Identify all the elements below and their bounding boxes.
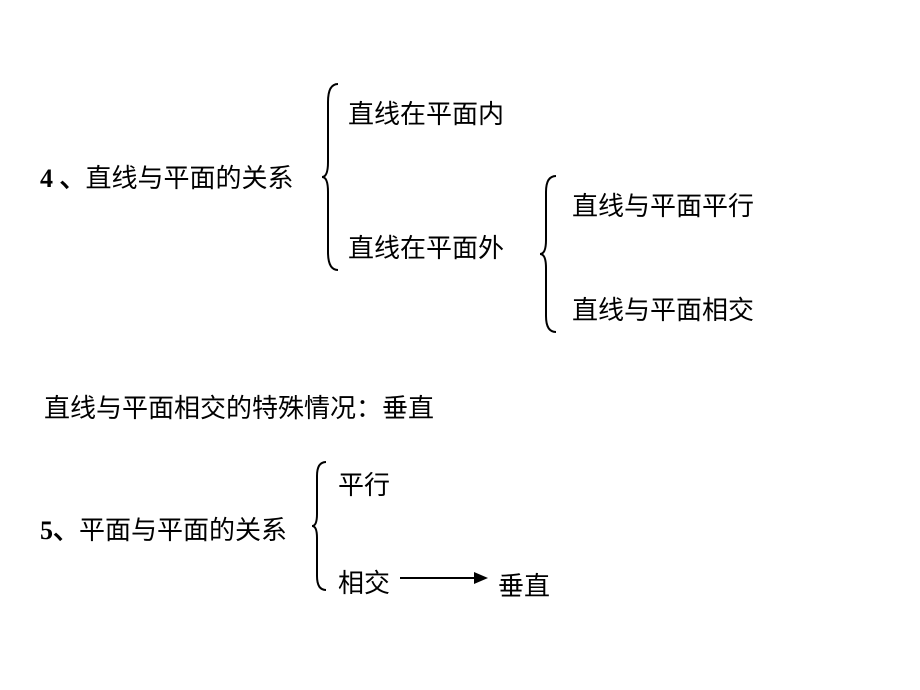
arrow-head-icon (474, 572, 488, 584)
sub-line-plane-intersect: 直线与平面相交 (572, 290, 754, 327)
plane-plane-perpendicular: 垂直 (498, 566, 550, 603)
sub-line-plane-parallel: 直线与平面平行 (572, 186, 754, 223)
plane-plane-intersect: 相交 (338, 563, 390, 600)
branch-line-inside: 直线在平面内 (348, 94, 504, 131)
section5-prefix: 5、 (40, 516, 79, 545)
section5-title: 5、平面与平面的关系 (40, 510, 287, 547)
section5-label: 平面与平面的关系 (79, 516, 287, 545)
section4-brace-sub (538, 174, 560, 334)
section4-title: 4 、直线与平面的关系 (40, 158, 294, 195)
section4-label: 直线与平面的关系 (86, 164, 294, 193)
section4-prefix: 4 、 (40, 164, 86, 193)
section5-brace (310, 460, 330, 592)
arrow-line (400, 577, 476, 579)
section4-brace-main (320, 82, 342, 272)
plane-plane-parallel: 平行 (338, 465, 390, 502)
branch-line-outside: 直线在平面外 (348, 228, 504, 265)
special-case-note: 直线与平面相交的特殊情况：垂直 (44, 388, 434, 425)
